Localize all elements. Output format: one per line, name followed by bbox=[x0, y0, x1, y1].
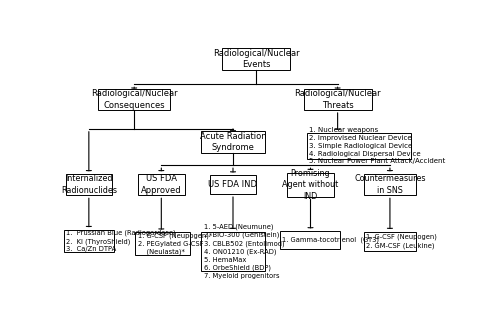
Text: 1. Gamma-tocotrienol  (GT3): 1. Gamma-tocotrienol (GT3) bbox=[282, 237, 380, 243]
FancyBboxPatch shape bbox=[64, 230, 114, 252]
Text: Radiological/Nuclear
Consequences: Radiological/Nuclear Consequences bbox=[91, 89, 178, 110]
FancyBboxPatch shape bbox=[222, 48, 290, 70]
Text: Radiological/Nuclear
Threats: Radiological/Nuclear Threats bbox=[294, 89, 381, 110]
FancyBboxPatch shape bbox=[364, 232, 416, 251]
Text: 1. 5-AED (Neumune)
2. BIO-300 (Genistein)
3. CBLB502 (Entolimod)
4. ON01210 (Ex-: 1. 5-AED (Neumune) 2. BIO-300 (Genistein… bbox=[204, 224, 284, 279]
FancyBboxPatch shape bbox=[66, 174, 112, 195]
FancyBboxPatch shape bbox=[210, 175, 256, 194]
Text: US FDA IND: US FDA IND bbox=[208, 180, 258, 189]
FancyBboxPatch shape bbox=[201, 232, 265, 271]
Text: Internalized
Radionuclides: Internalized Radionuclides bbox=[61, 174, 117, 195]
Text: 1.  Prussian Blue (Radiogardase)
2.  KI (ThyroShield)
3.  Ca/Zn DTPA: 1. Prussian Blue (Radiogardase) 2. KI (T… bbox=[66, 230, 176, 252]
FancyBboxPatch shape bbox=[364, 174, 416, 195]
Text: 1. G-CSF (Neupogen)*
2. PEGylated G-CSF
    (Neulasta)*: 1. G-CSF (Neupogen)* 2. PEGylated G-CSF … bbox=[138, 232, 212, 255]
Text: 1. G-CSF (Neupogen)
2. GM-CSF (Leukine): 1. G-CSF (Neupogen) 2. GM-CSF (Leukine) bbox=[366, 234, 438, 248]
Text: US FDA
Approved: US FDA Approved bbox=[141, 174, 182, 195]
FancyBboxPatch shape bbox=[98, 89, 170, 110]
FancyBboxPatch shape bbox=[138, 174, 184, 195]
Text: Acute Radiation
Syndrome: Acute Radiation Syndrome bbox=[200, 132, 266, 152]
FancyBboxPatch shape bbox=[201, 131, 265, 153]
FancyBboxPatch shape bbox=[304, 89, 372, 110]
FancyBboxPatch shape bbox=[287, 173, 334, 197]
Text: Radiological/Nuclear
Events: Radiological/Nuclear Events bbox=[213, 49, 300, 69]
Text: Promising
Agent without
IND: Promising Agent without IND bbox=[282, 169, 339, 201]
Text: 1. Nuclear weapons
2. Improvised Nuclear Device
3. Simple Radiological Device
4.: 1. Nuclear weapons 2. Improvised Nuclear… bbox=[310, 127, 446, 164]
FancyBboxPatch shape bbox=[306, 133, 411, 159]
Text: Countermeasures
in SNS: Countermeasures in SNS bbox=[354, 174, 426, 195]
FancyBboxPatch shape bbox=[280, 231, 340, 249]
FancyBboxPatch shape bbox=[136, 232, 190, 255]
